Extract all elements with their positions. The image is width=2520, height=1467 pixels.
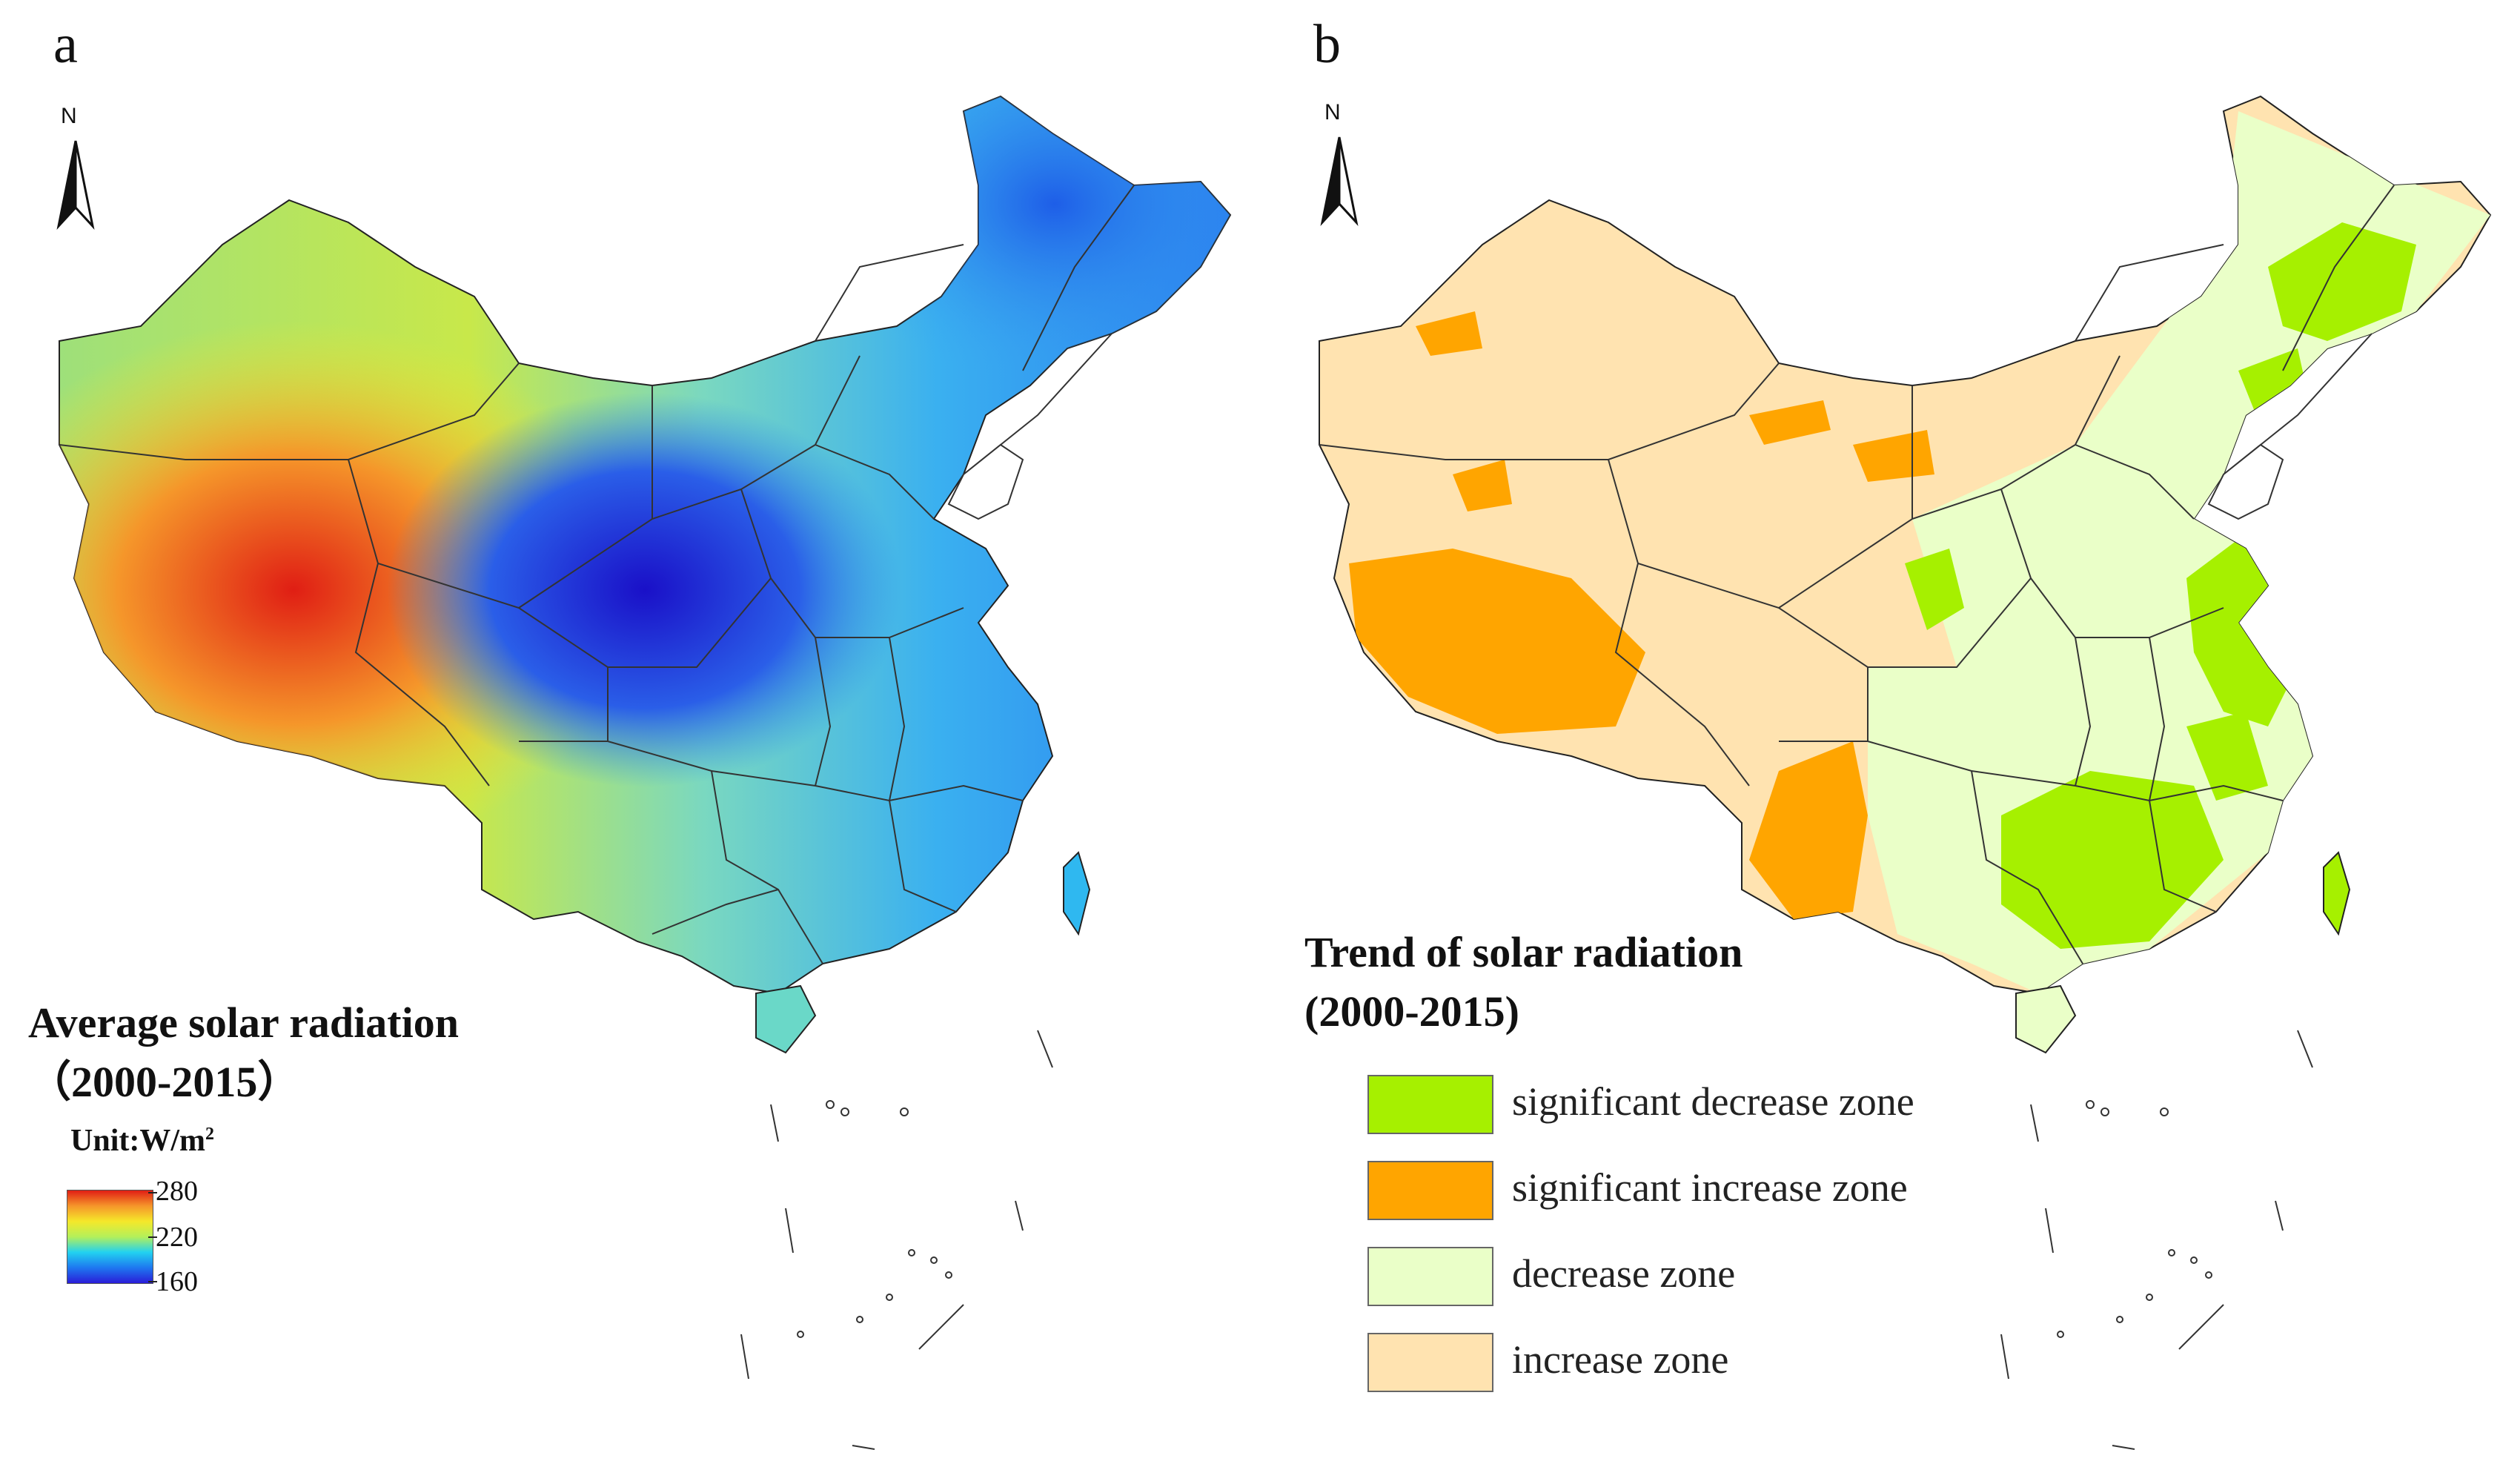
- legend-swatch-decrease: [1367, 1247, 1493, 1306]
- significant-increase-zone-area: [1453, 460, 1512, 511]
- significant-increase-zone-area: [1416, 311, 1482, 356]
- panel-label-b: b: [1313, 14, 1341, 75]
- significant-increase-zone-area: [1749, 400, 1831, 445]
- north-arrow-b: N: [1316, 100, 1367, 226]
- north-label: N: [1324, 100, 1341, 125]
- unit-label: Unit:W/m2: [70, 1124, 214, 1158]
- legend-label-decrease: decrease zone: [1512, 1251, 1736, 1296]
- colorbar-tick-mark: [148, 1236, 157, 1238]
- panel-label-a: a: [53, 14, 78, 75]
- legend-swatch-significant-increase: [1367, 1161, 1493, 1220]
- legend-label-increase: increase zone: [1512, 1337, 1729, 1382]
- legend-period-a: （2000-2015）: [28, 1058, 301, 1106]
- legend-label-significant-increase: significant increase zone: [1512, 1165, 1908, 1210]
- south-china-sea-islands: [740, 1030, 1053, 1450]
- legend-swatch-increase: [1367, 1333, 1493, 1392]
- north-arrow-a: N: [52, 104, 104, 230]
- significant-decrease-zone-area: [2001, 771, 2224, 949]
- legend-period-b: (2000-2015): [1304, 987, 1519, 1036]
- colorbar: [67, 1190, 153, 1284]
- colorbar-tick-mark: [148, 1281, 157, 1282]
- colorbar-tick-min: 160: [156, 1266, 198, 1297]
- panel-b-radiation-trend: b N Trend of solar radiation (2000-2015)…: [1260, 0, 2520, 1467]
- province-borders: [59, 185, 1135, 964]
- significant-decrease-zone-area: [2186, 712, 2268, 801]
- significant-increase-zone-area: [1349, 549, 1645, 734]
- panel-a-average-radiation: a N Average solar radiation （2000-2015） …: [28, 14, 1232, 1450]
- north-label: N: [61, 104, 77, 128]
- significant-increase-zone-area: [1749, 741, 1868, 919]
- colorbar-tick-mark: [148, 1192, 157, 1193]
- significant-decrease-zone-area: [2268, 222, 2416, 341]
- colorbar-tick-max: 280: [156, 1176, 198, 1207]
- colorbar-tick-mid: 220: [156, 1222, 198, 1253]
- legend-swatch-significant-decrease: [1367, 1075, 1493, 1134]
- legend-title-a: Average solar radiation: [28, 999, 459, 1047]
- legend-title-b: Trend of solar radiation: [1304, 928, 1743, 976]
- north-arrow-icon: [1320, 136, 1359, 226]
- south-china-sea-islands: [2000, 1030, 2313, 1450]
- china-radiation-map-a: [59, 95, 1232, 1450]
- significant-increase-zone-area: [1853, 430, 1934, 482]
- legend-label-significant-decrease: significant decrease zone: [1512, 1079, 1914, 1124]
- significant-decrease-zone-area: [1905, 549, 1964, 630]
- china-trend-map-b: [1319, 95, 2492, 1450]
- north-arrow-icon: [56, 140, 95, 230]
